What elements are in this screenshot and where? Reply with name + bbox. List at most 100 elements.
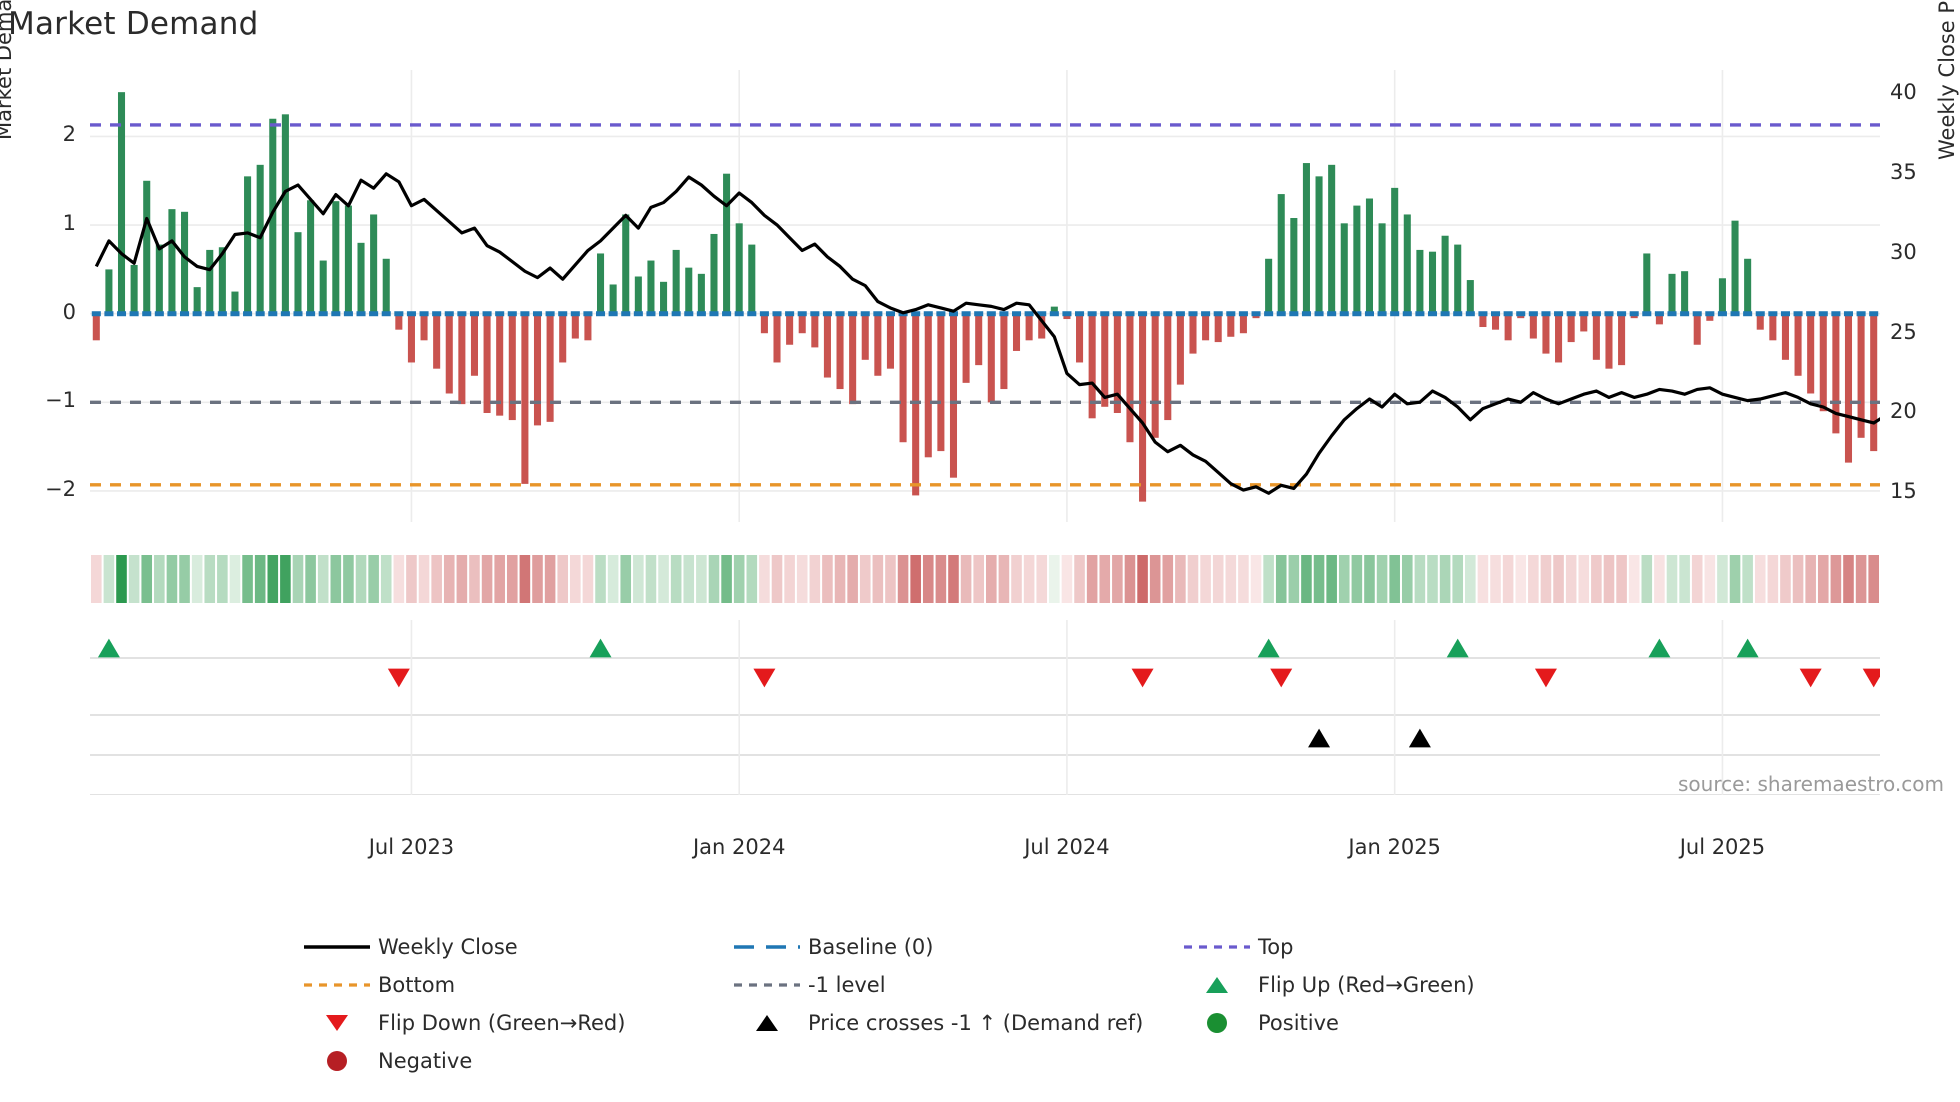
legend-item[interactable]: Baseline (0): [730, 934, 1180, 960]
demand-bar: [1857, 313, 1865, 438]
legend-item[interactable]: Top: [1180, 934, 1610, 960]
flip-down-marker-icon: [1534, 668, 1557, 688]
heatmap-cell: [645, 555, 657, 603]
heatmap-cell: [1578, 555, 1590, 603]
heatmap-cell: [1263, 555, 1274, 603]
demand-bar: [1239, 313, 1247, 334]
demand-bar: [975, 313, 983, 366]
x-axis-tick: Jul 2024: [1024, 835, 1110, 859]
dotted-line-gray-icon: [734, 983, 800, 987]
demand-bar: [1668, 273, 1676, 314]
legend-key: [1180, 934, 1258, 960]
circle-red-icon: [327, 1051, 347, 1071]
demand-bar: [735, 223, 743, 314]
demand-bar: [181, 211, 189, 314]
legend-item[interactable]: Flip Down (Green→Red): [300, 1010, 730, 1036]
heatmap-cell: [1401, 555, 1413, 603]
demand-bar: [1718, 278, 1726, 314]
dashed-line-blue-icon: [734, 945, 800, 949]
heatmap-cell: [809, 555, 821, 603]
demand-bar: [748, 244, 756, 314]
heatmap-cell: [1137, 555, 1148, 603]
demand-bar: [332, 201, 340, 314]
heatmap-cell: [393, 555, 405, 603]
demand-bar: [596, 253, 605, 314]
flip-up-marker-icon: [1446, 638, 1469, 658]
heatmap-cell: [292, 555, 304, 603]
dotted-line-orange-icon: [304, 983, 370, 987]
heatmap-cell: [948, 555, 959, 603]
legend-item[interactable]: Bottom: [300, 972, 730, 998]
flip-down-marker-icon: [753, 668, 776, 688]
demand-bar: [647, 260, 655, 314]
heatmap-cell: [1351, 555, 1363, 603]
demand-bar: [1340, 223, 1348, 314]
demand-bar: [1076, 313, 1084, 363]
demand-bar: [823, 313, 831, 378]
legend-item[interactable]: Price crosses -1 ↑ (Demand ref): [730, 1010, 1180, 1036]
heatmap-cell: [267, 555, 279, 603]
demand-bar: [1302, 163, 1310, 314]
demand-bar: [269, 118, 277, 314]
legend-item[interactable]: Negative: [300, 1048, 730, 1074]
legend-item[interactable]: -1 level: [730, 972, 1180, 998]
heatmap-cell: [960, 555, 972, 603]
demand-bar: [1176, 313, 1184, 385]
demand-bar: [937, 313, 945, 452]
y-axis-right-tick: 25: [1890, 319, 1917, 344]
demand-bar: [117, 92, 126, 314]
legend-key: [730, 972, 808, 998]
demand-bar: [924, 313, 932, 458]
heatmap-cell: [229, 555, 241, 603]
heatmap-cell: [620, 555, 632, 603]
heatmap-cell: [141, 555, 153, 603]
heatmap-cell: [1149, 555, 1161, 603]
heatmap-cell: [759, 555, 770, 603]
heatmap-cell: [847, 555, 858, 603]
demand-bar: [1328, 164, 1336, 314]
triangle-up-green-icon: [1206, 977, 1228, 993]
heatmap-cell: [506, 555, 518, 603]
demand-bar: [697, 273, 705, 314]
demand-bar: [962, 313, 970, 383]
x-axis-tick: Jan 2024: [692, 835, 786, 859]
heatmap-cell: [885, 555, 896, 603]
legend-item[interactable]: Weekly Close: [300, 934, 730, 960]
heatmap-cell: [456, 555, 468, 603]
heatmap-cell: [1288, 555, 1300, 603]
heatmap-cell: [481, 555, 493, 603]
heatmap-cell: [154, 555, 165, 603]
heatmap-cell: [1338, 555, 1350, 603]
demand-bar: [1353, 205, 1361, 314]
demand-bar: [1038, 313, 1046, 339]
demand-bar: [1139, 313, 1147, 502]
x-axis-tick: Jan 2025: [1348, 835, 1441, 859]
demand-bar: [1113, 313, 1121, 413]
demand-bar: [1744, 258, 1752, 314]
triangle-up-black-icon: [756, 1015, 778, 1031]
heatmap-cell: [280, 555, 291, 603]
demand-bar: [1832, 313, 1840, 434]
demand-bar: [1529, 313, 1537, 339]
demand-bar: [634, 276, 642, 314]
heatmap-cell: [1250, 555, 1262, 603]
heatmap-cell: [935, 555, 947, 603]
heatmap-cell: [343, 555, 354, 603]
heatmap-cell: [1187, 555, 1199, 603]
demand-bar: [483, 313, 491, 413]
legend-label: Flip Up (Red→Green): [1258, 973, 1475, 997]
legend-item[interactable]: Positive: [1180, 1010, 1610, 1036]
y-axis-right-tick: 40: [1890, 79, 1917, 104]
demand-bar: [1504, 313, 1512, 341]
heatmap-cell: [1011, 555, 1022, 603]
heatmap-cell: [1212, 555, 1224, 603]
legend-item[interactable]: Flip Up (Red→Green): [1180, 972, 1610, 998]
demand-bar: [344, 205, 352, 314]
heatmap-cell: [1855, 555, 1867, 603]
demand-bar: [1050, 306, 1058, 314]
demand-bar: [786, 313, 794, 345]
demand-bar: [1491, 313, 1500, 330]
legend-key: [730, 1010, 808, 1036]
heatmap-cell: [1364, 555, 1375, 603]
demand-bar: [798, 313, 806, 334]
